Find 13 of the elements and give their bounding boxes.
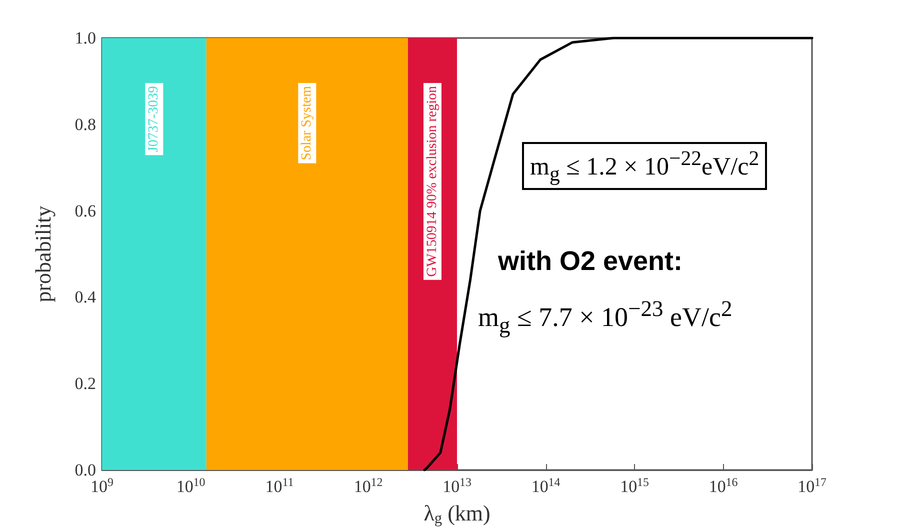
y-tick-label: 0.0 [74, 460, 96, 480]
annotation: m$_{g}$ ≤ 1.2 × 10$^{−22}$eV/c$^{2}$ [522, 142, 768, 190]
y-tick-label: 0.2 [74, 374, 96, 394]
band-label: GW150914 90% exclusion region [424, 86, 440, 277]
annotation: m$_{g}$ ≤ 7.7 × 10$^{−23}$ eV/c$^{2}$ [478, 296, 732, 338]
y-axis-title: probability [30, 206, 56, 302]
y-tick-label: 0.6 [74, 201, 96, 220]
annotation: with O2 event: [498, 246, 683, 277]
y-tick-label: 0.4 [74, 288, 96, 307]
y-tick-label: 0.8 [74, 114, 96, 134]
y-tick-label: 1.0 [74, 28, 96, 48]
band-label: Solar System [300, 86, 315, 160]
band-label: J0737-3039 [146, 86, 162, 152]
